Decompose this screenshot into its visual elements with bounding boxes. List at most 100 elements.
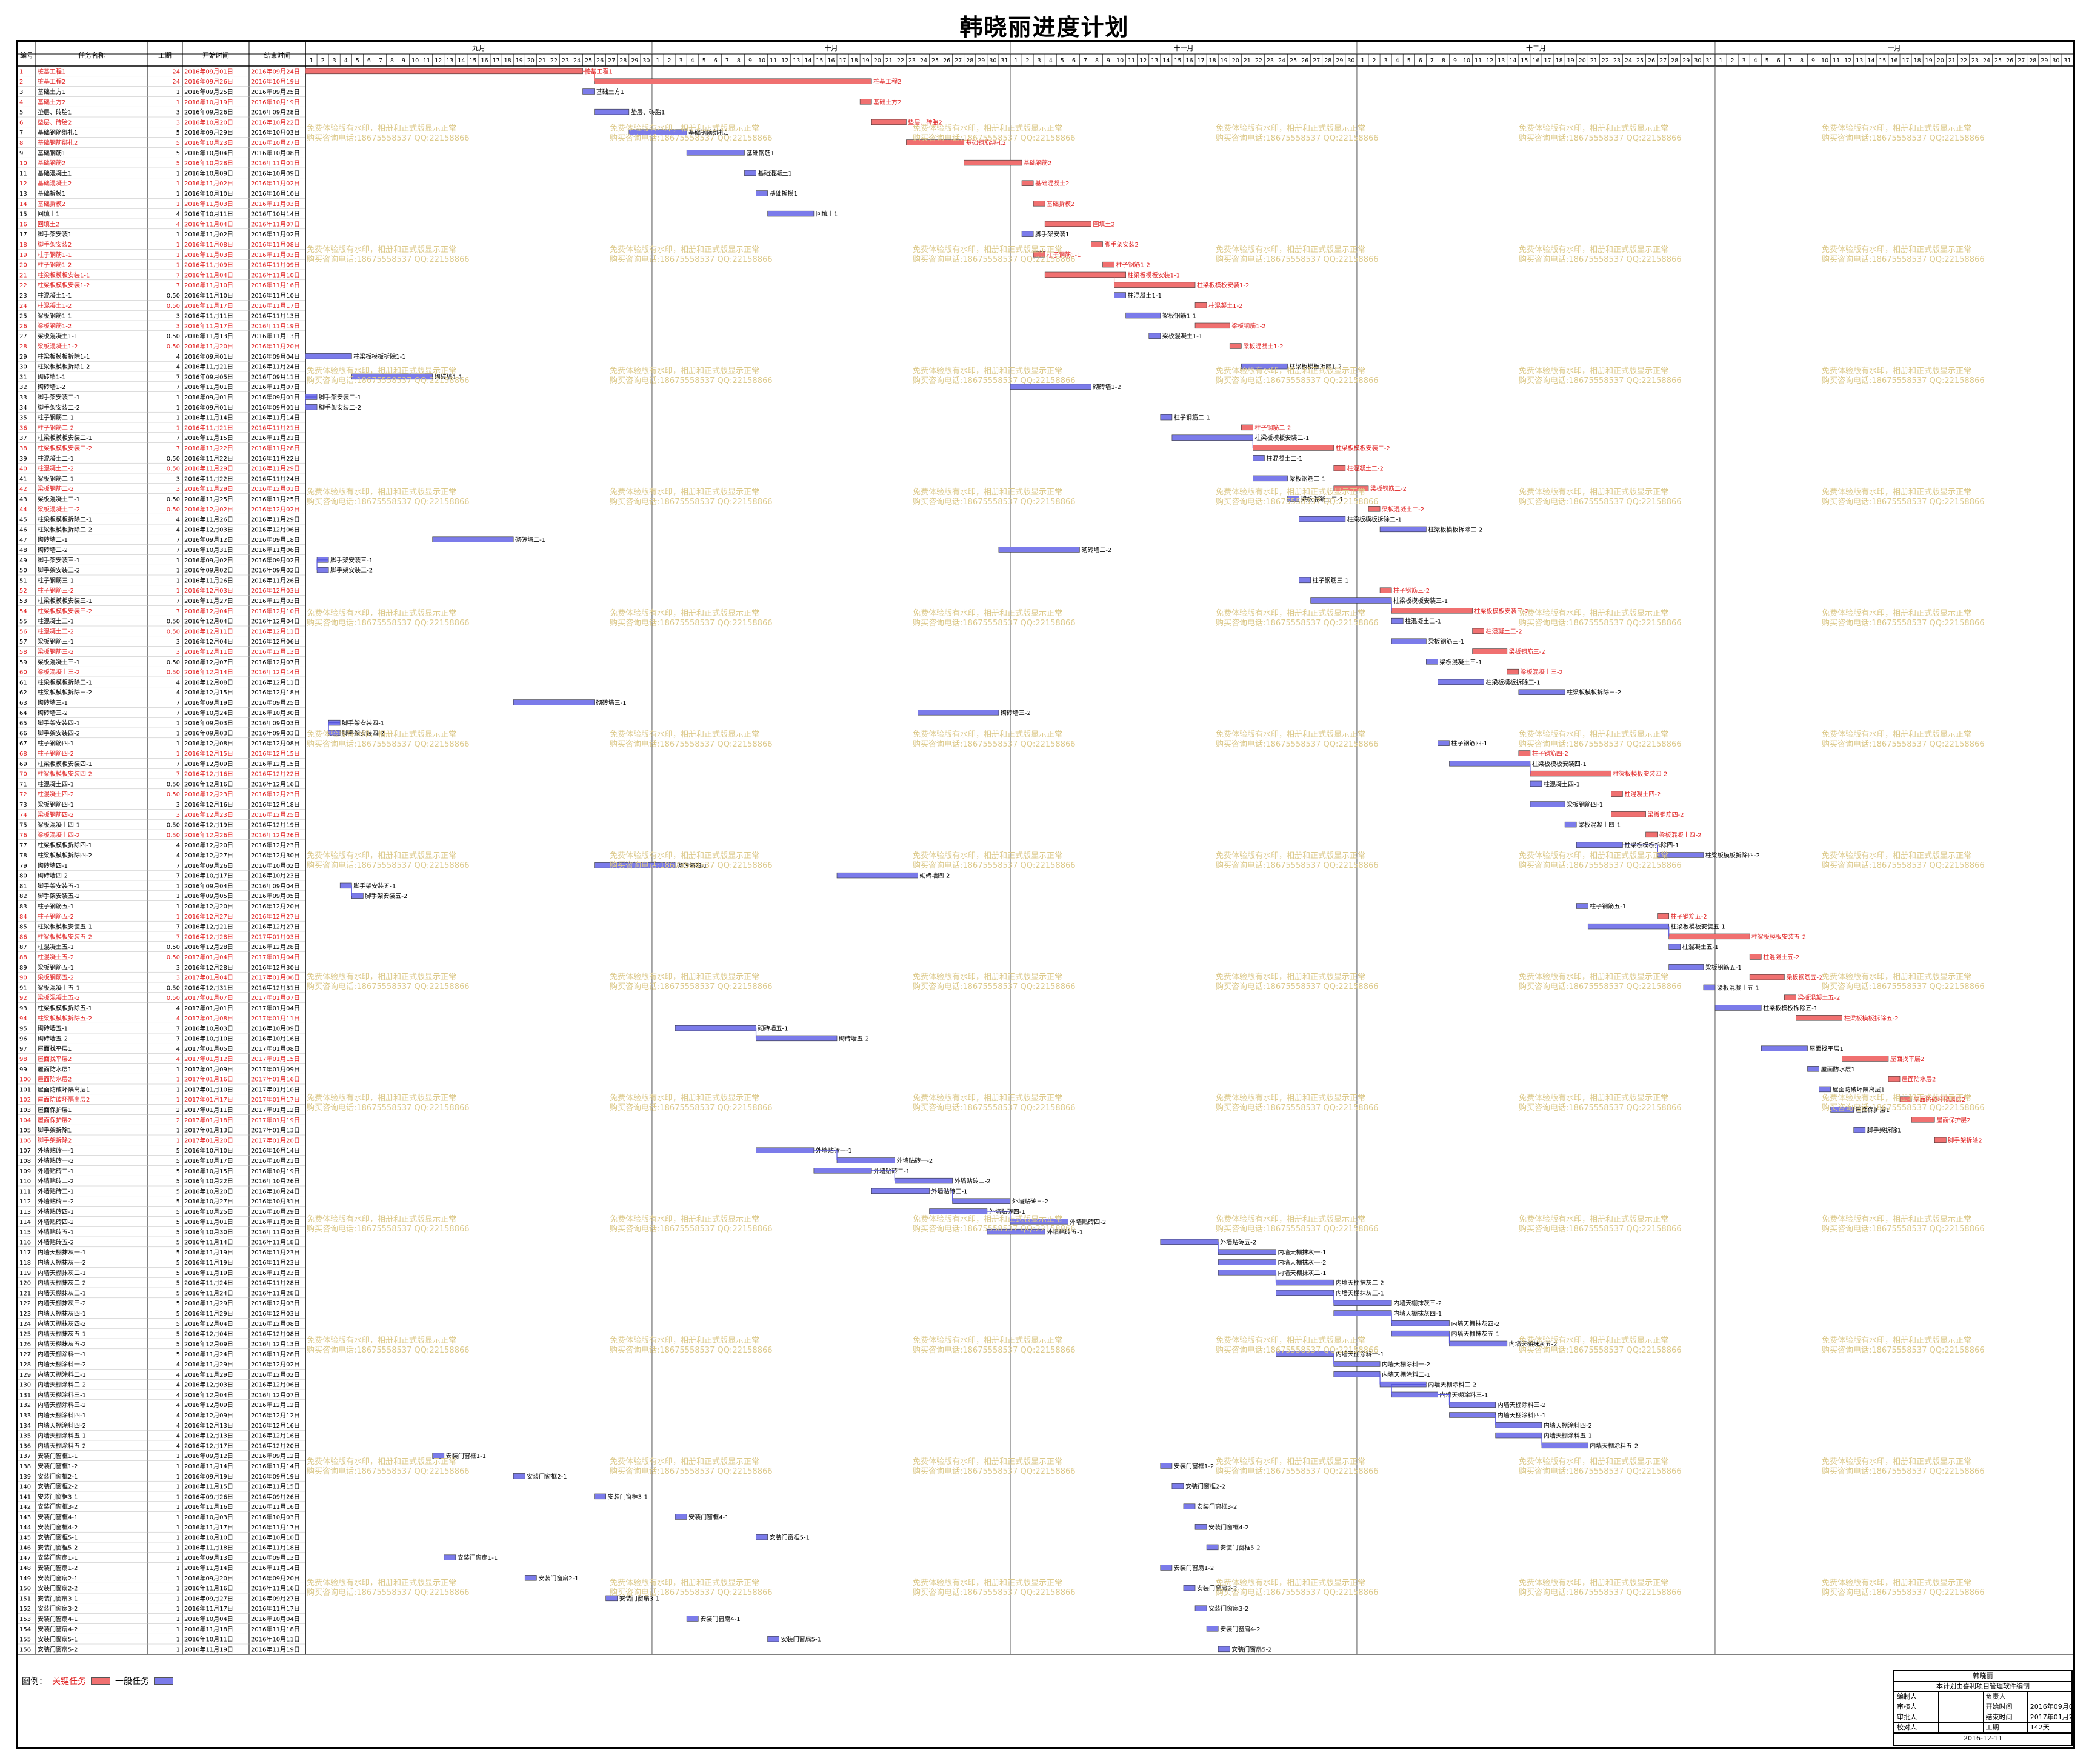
bar-label: 梁板混凝土五-2 — [1797, 994, 1840, 1002]
task-bar — [1276, 1290, 1334, 1296]
task-id: 116 — [19, 1239, 31, 1246]
task-end: 2016年11月06日 — [251, 546, 300, 554]
task-duration: 5 — [176, 1188, 180, 1195]
task-name: 砌砖墙二-2 — [38, 546, 68, 554]
task-duration: 7 — [176, 873, 180, 880]
task-id: 20 — [19, 262, 27, 269]
task-bar — [1206, 1544, 1219, 1551]
task-start: 2016年11月09日 — [184, 261, 233, 269]
task-end: 2016年12月22日 — [251, 770, 300, 778]
task-id: 98 — [19, 1056, 27, 1063]
task-bar — [328, 730, 341, 736]
bar-label: 外墙贴砖一-2 — [896, 1157, 933, 1165]
task-name: 内墙天棚涂料二-2 — [38, 1381, 86, 1389]
day-label: 23 — [1613, 58, 1621, 64]
task-end: 2016年10月26日 — [251, 1177, 300, 1185]
task-id: 110 — [19, 1179, 31, 1185]
day-label: 8 — [737, 58, 741, 64]
bar-label: 柱子钢筋1-2 — [1116, 261, 1150, 269]
task-start: 2016年12月16日 — [184, 800, 233, 808]
task-duration: 1 — [176, 415, 180, 422]
bar-label: 安装门窗扇3-2 — [1208, 1605, 1248, 1613]
task-name: 外墙贴砖四-2 — [38, 1218, 74, 1226]
task-name: 柱梁板模板拆除1-1 — [38, 353, 90, 361]
task-name: 基础拆模2 — [38, 200, 65, 208]
day-label: 10 — [411, 58, 419, 64]
critical-task-bar — [1888, 1076, 1901, 1082]
task-id: 29 — [19, 354, 27, 361]
task-duration: 4 — [176, 1423, 180, 1430]
day-label: 26 — [596, 58, 604, 64]
task-name: 梁板钢筋五-1 — [38, 964, 74, 971]
task-start: 2016年12月09日 — [184, 1411, 233, 1419]
task-id: 122 — [19, 1300, 31, 1307]
day-label: 7 — [379, 58, 382, 64]
bar-label: 基础混凝土1 — [758, 169, 792, 177]
bar-label: 安装门窗扇3-1 — [619, 1594, 659, 1602]
task-name: 安装门窗扇1-1 — [38, 1554, 78, 1562]
task-end: 2016年10月08日 — [251, 149, 300, 157]
task-start: 2016年10月17日 — [184, 872, 233, 880]
project-info-box: 韩晓丽 本计划由喜利项目管理软件编制 编制人 负责人 审核人 开始时间 2016… — [1893, 1670, 2073, 1746]
task-end: 2016年12月04日 — [251, 617, 300, 625]
day-label: 6 — [1072, 58, 1076, 64]
task-start: 2017年01月01日 — [184, 1004, 233, 1012]
task-end: 2016年11月07日 — [251, 220, 300, 228]
task-end: 2016年12月25日 — [251, 811, 300, 819]
bar-label: 脚手架安装五-1 — [353, 882, 396, 890]
info-cell — [2028, 1692, 2071, 1702]
task-end: 2016年12月16日 — [251, 780, 300, 788]
task-id: 53 — [19, 598, 27, 605]
task-end: 2016年10月10日 — [251, 190, 300, 198]
task-start: 2016年09月12日 — [184, 536, 233, 544]
task-id: 30 — [19, 364, 27, 371]
task-bar — [1761, 1045, 1808, 1051]
day-label: 2 — [1373, 58, 1376, 64]
task-start: 2016年12月11日 — [184, 627, 233, 635]
task-id: 10 — [19, 161, 27, 167]
task-name: 砌砖墙三-1 — [38, 699, 68, 707]
task-id: 118 — [19, 1260, 31, 1266]
bar-label: 柱梁板模板安装1-2 — [1197, 281, 1249, 289]
task-name: 外墙贴砖四-1 — [38, 1208, 74, 1216]
day-label: 21 — [885, 58, 893, 64]
task-id: 151 — [19, 1596, 31, 1602]
bar-label: 回填土1 — [816, 210, 838, 218]
task-name: 柱混凝土1-2 — [38, 302, 72, 310]
task-id: 129 — [19, 1372, 31, 1379]
task-start: 2016年09月04日 — [184, 882, 233, 890]
day-label: 14 — [804, 58, 811, 64]
bar-label: 内墙天棚涂料二-1 — [1382, 1371, 1430, 1379]
task-name: 内墙天棚涂料五-2 — [38, 1442, 86, 1449]
task-id: 5 — [19, 110, 23, 116]
day-label: 30 — [1694, 58, 1701, 64]
bar-label: 基础钢筋2 — [1024, 159, 1051, 167]
task-end: 2017年01月07日 — [251, 994, 300, 1002]
day-label: 12 — [781, 58, 788, 64]
task-start: 2016年11月15日 — [184, 434, 233, 442]
task-bar — [1171, 1483, 1184, 1489]
bar-label: 屋面找平层1 — [1809, 1045, 1843, 1053]
task-duration: 5 — [176, 1158, 180, 1165]
dependency-link — [582, 70, 595, 82]
task-name: 屋面找平层2 — [38, 1055, 72, 1063]
task-duration: 4 — [176, 354, 180, 361]
task-end: 2016年10月27日 — [251, 139, 300, 147]
task-id: 142 — [19, 1504, 31, 1511]
task-id: 14 — [19, 201, 27, 208]
task-start: 2016年11月22日 — [184, 474, 233, 482]
task-duration: 7 — [176, 924, 180, 931]
bar-label: 柱子钢筋五-1 — [1590, 902, 1626, 910]
day-label: 28 — [619, 58, 627, 64]
task-name: 外墙贴砖三-1 — [38, 1187, 74, 1195]
critical-task-bar — [1333, 465, 1346, 471]
task-id: 90 — [19, 975, 27, 982]
task-bar — [339, 882, 352, 889]
day-label: 5 — [702, 58, 706, 64]
day-label: 7 — [1084, 58, 1087, 64]
task-start: 2016年11月24日 — [184, 1279, 233, 1287]
day-label: 9 — [1811, 58, 1815, 64]
task-id: 56 — [19, 628, 27, 635]
task-duration: 7 — [176, 934, 180, 940]
task-duration: 0.50 — [167, 466, 180, 473]
